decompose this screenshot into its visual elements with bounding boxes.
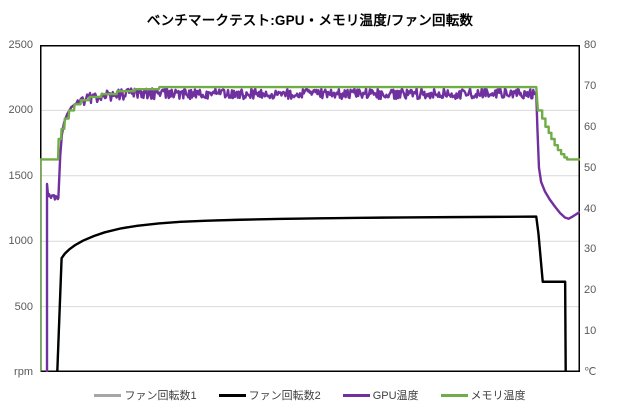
right-axis-tick-30: 30 xyxy=(584,243,597,256)
legend-swatch-gpu-temp xyxy=(342,393,370,397)
legend-item-fan2: ファン回転数2 xyxy=(218,387,321,403)
left-axis-tick-500: 500 xyxy=(14,300,33,313)
legend-label-gpu-temp: GPU温度 xyxy=(372,390,419,402)
legend-label-mem-temp: メモリ温度 xyxy=(470,390,526,402)
legend-swatch-fan2 xyxy=(218,393,246,397)
legend-item-mem-temp: メモリ温度 xyxy=(440,387,526,403)
right-axis-tick-60: 60 xyxy=(584,120,597,133)
legend-label-fan2: ファン回転数2 xyxy=(248,390,321,402)
left-axis-tick-1000: 1000 xyxy=(8,235,33,248)
series-fan2-line xyxy=(40,215,580,372)
right-axis-tick-20: 20 xyxy=(584,284,597,297)
right-axis-tick-10: 10 xyxy=(584,325,597,338)
right-axis-tick-80: 80 xyxy=(584,39,597,51)
legend-item-fan1: ファン回転数1 xyxy=(94,387,197,403)
legend-item-gpu-temp: GPU温度 xyxy=(342,387,419,403)
left-axis-tick-2500: 2500 xyxy=(8,39,33,51)
right-axis-tick-70: 70 xyxy=(584,79,597,92)
chart-title: ベンチマークテスト:GPU・メモリ温度/ファン回転数 xyxy=(146,13,474,28)
series-mem-temp-line xyxy=(40,85,580,372)
plot-canvas xyxy=(40,45,580,372)
legend-swatch-fan1 xyxy=(94,393,122,397)
right-axis-unit-label: ℃ xyxy=(584,366,597,378)
series-gpu-temp-line xyxy=(45,87,580,372)
series-fan1-line xyxy=(40,215,580,372)
left-axis-tick-2000: 2000 xyxy=(8,104,33,117)
legend-label-fan1: ファン回転数1 xyxy=(124,390,197,402)
left-axis-tick-1500: 1500 xyxy=(8,169,33,182)
right-axis-tick-40: 40 xyxy=(584,202,597,215)
legend-swatch-mem-temp xyxy=(440,393,468,397)
legend: ファン回転数1 ファン回転数2 GPU温度 メモリ温度 xyxy=(0,387,620,403)
right-axis-tick-50: 50 xyxy=(584,161,597,174)
plot-area xyxy=(40,45,580,372)
left-axis-unit-label: rpm xyxy=(14,366,33,378)
